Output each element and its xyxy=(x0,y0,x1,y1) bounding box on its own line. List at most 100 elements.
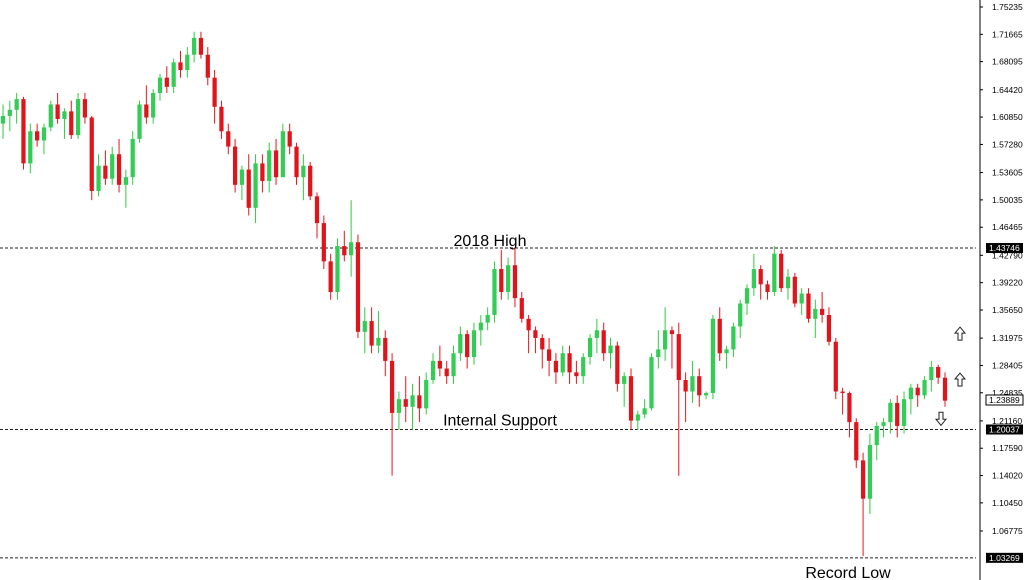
bull-candle xyxy=(75,92,81,139)
candle-body xyxy=(833,341,838,392)
bull-candle xyxy=(171,58,176,93)
bull-candle xyxy=(813,299,818,338)
candle-body xyxy=(110,154,115,179)
candle-body xyxy=(744,288,750,304)
bull-candle xyxy=(703,391,709,400)
axis-tick-label: 1.21160 xyxy=(992,416,1022,426)
candle-body xyxy=(151,92,156,118)
bear-candle xyxy=(437,345,442,377)
candle-body xyxy=(717,318,722,354)
candle-body xyxy=(355,242,361,332)
bear-candle xyxy=(308,161,313,201)
bull-candle xyxy=(185,47,190,78)
candle-body xyxy=(7,109,12,116)
bear-candle xyxy=(465,330,470,369)
candle-body xyxy=(417,395,422,409)
level-price-label-bg xyxy=(986,552,1023,563)
bull-candle xyxy=(635,410,640,430)
bull-candle xyxy=(396,391,402,430)
candle-body xyxy=(649,357,654,409)
bull-candle xyxy=(28,123,33,174)
candle-body xyxy=(854,422,859,461)
candle-body xyxy=(587,337,593,358)
arrow-down-icon xyxy=(934,411,948,427)
bull-candle xyxy=(663,307,668,361)
axis-tick-label: 1.64420 xyxy=(992,85,1023,95)
level-price-label: 1.43746 xyxy=(989,243,1020,253)
bull-candle xyxy=(506,257,511,300)
candle-body xyxy=(690,376,695,392)
bear-candle xyxy=(69,100,74,139)
candle-body xyxy=(458,334,463,354)
bull-candle xyxy=(376,311,381,354)
bull-candle xyxy=(587,334,593,365)
bear-candle xyxy=(526,314,531,354)
bear-candle xyxy=(287,123,292,155)
candle-body xyxy=(171,62,176,87)
bear-candle xyxy=(314,192,320,239)
axis-tick-label: 1.71665 xyxy=(992,29,1023,39)
bull-candle xyxy=(724,345,729,369)
candle-body xyxy=(396,399,402,413)
bear-candle xyxy=(615,341,620,392)
candle-body xyxy=(157,77,163,93)
candle-body xyxy=(901,399,907,426)
candle-body xyxy=(144,104,149,118)
bull-candle xyxy=(738,299,743,338)
candle-body xyxy=(594,330,599,338)
bear-candle xyxy=(806,288,811,323)
bull-candle xyxy=(867,433,873,514)
axis-tick-label: 1.42790 xyxy=(992,250,1023,260)
bull-candle xyxy=(581,353,586,384)
bull-candle xyxy=(690,360,695,403)
bear-candle xyxy=(854,418,859,469)
candle-body xyxy=(519,298,524,319)
candle-body xyxy=(62,111,67,120)
candle-body xyxy=(895,402,900,426)
bear-candle xyxy=(826,307,832,346)
bear-candle xyxy=(369,307,374,354)
candle-body xyxy=(512,265,518,299)
axis-tick-label: 1.53605 xyxy=(992,168,1023,178)
candle-body xyxy=(738,303,743,327)
candle-body xyxy=(430,360,436,381)
candle-body xyxy=(178,62,183,71)
arrow-shape xyxy=(934,411,948,427)
candle-body xyxy=(14,99,19,110)
level-annotation: Internal Support xyxy=(443,412,557,429)
candle-body xyxy=(785,276,791,289)
candle-body xyxy=(465,334,470,358)
bear-candle xyxy=(178,50,183,78)
candle-body xyxy=(82,99,88,118)
candle-body xyxy=(471,330,477,358)
candle-body xyxy=(574,372,579,377)
candle-body xyxy=(888,402,893,423)
candle-body xyxy=(676,334,681,381)
bear-candle xyxy=(628,368,634,430)
bull-candle xyxy=(710,314,716,400)
candle-body xyxy=(383,337,388,361)
bull-candle xyxy=(922,376,927,400)
level-price-label-bg xyxy=(986,424,1023,435)
axis-tick-label: 1.14020 xyxy=(992,471,1023,481)
candle-body xyxy=(628,376,634,421)
candle-body xyxy=(69,111,74,136)
candle-body xyxy=(581,357,586,377)
bear-candle xyxy=(89,115,94,201)
candle-body xyxy=(560,353,565,373)
candle-body xyxy=(724,349,729,354)
bear-candle xyxy=(833,337,838,400)
bear-candle xyxy=(103,150,108,185)
bear-candle xyxy=(164,66,169,93)
candle-body xyxy=(506,265,511,293)
candle-body xyxy=(116,154,122,185)
bull-candle xyxy=(485,307,490,331)
candle-body xyxy=(792,276,797,304)
level-annotation: Record Low xyxy=(805,565,891,580)
candle-body xyxy=(362,321,367,332)
candle-body xyxy=(915,387,920,396)
bear-candle xyxy=(260,154,265,193)
axis-tick-label: 1.68095 xyxy=(992,57,1023,67)
axis-tick-label: 1.06775 xyxy=(992,526,1023,536)
level-price-label: 1.03269 xyxy=(989,553,1020,563)
